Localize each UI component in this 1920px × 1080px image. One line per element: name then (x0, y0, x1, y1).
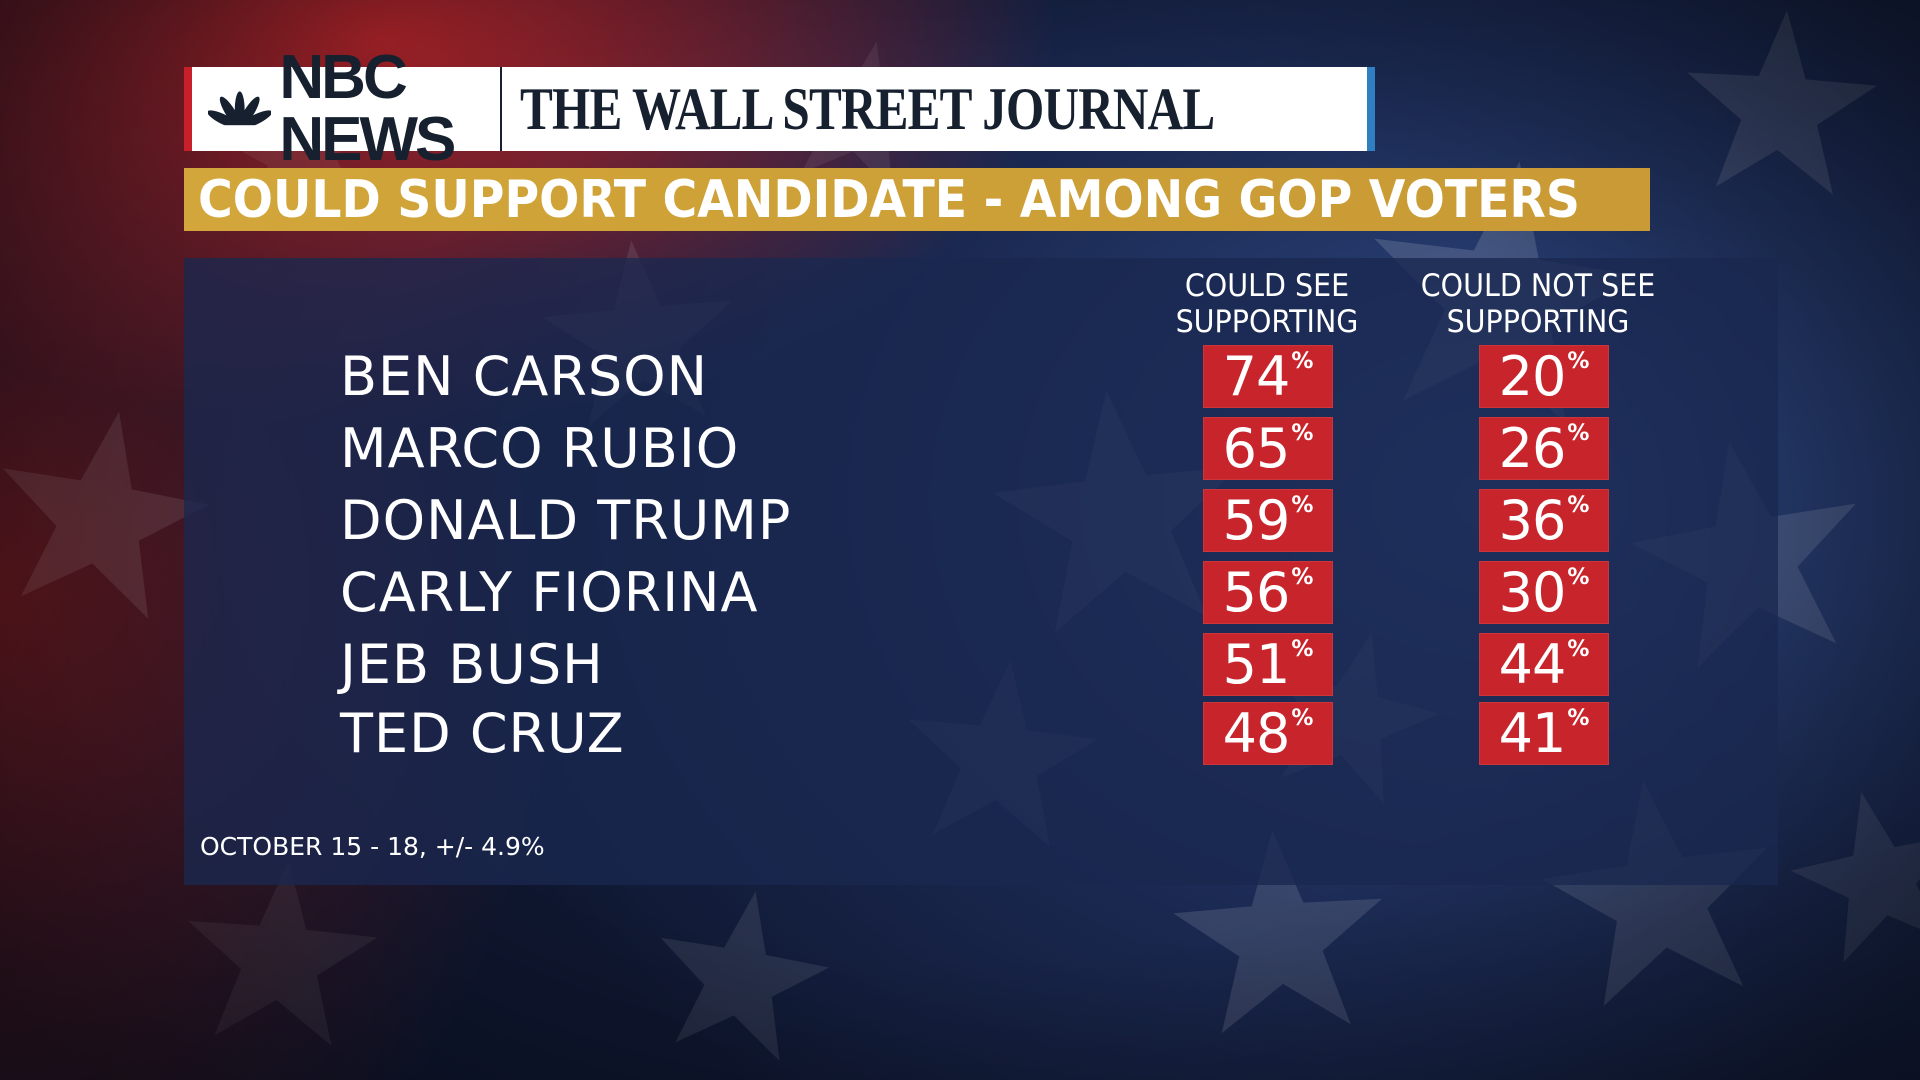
could-see-value-cell: 59% (1203, 489, 1333, 552)
value-number: 65 (1222, 417, 1291, 480)
logo-bar: NBC NEWS THE WALL STREET JOURNAL (184, 47, 1375, 171)
percent-sign: % (1291, 565, 1314, 590)
percent-sign: % (1567, 421, 1590, 446)
could-see-value-cell: 51% (1203, 633, 1333, 696)
candidate-name: TED CRUZ (340, 702, 625, 765)
peacock-icon (208, 91, 272, 130)
logo-divider (500, 67, 503, 151)
percent-sign: % (1291, 421, 1314, 446)
value-number: 48 (1222, 702, 1291, 765)
percent-sign: % (1291, 493, 1314, 518)
could-see-value-cell: 65% (1203, 417, 1333, 480)
value-number: 56 (1222, 561, 1291, 624)
percent-sign: % (1291, 349, 1314, 374)
could-not-see-value-cell: 44% (1479, 633, 1609, 696)
candidate-name: BEN CARSON (340, 345, 709, 408)
chart-title: COULD SUPPORT CANDIDATE - AMONG GOP VOTE… (198, 170, 1580, 230)
percent-sign: % (1567, 349, 1590, 374)
value-number: 36 (1498, 489, 1567, 552)
value-number: 41 (1498, 702, 1567, 765)
candidate-name: DONALD TRUMP (340, 489, 792, 552)
value-number: 30 (1498, 561, 1567, 624)
value-number: 44 (1498, 633, 1567, 696)
candidate-name: CARLY FIORINA (340, 561, 759, 624)
candidate-name: JEB BUSH (340, 633, 604, 696)
percent-sign: % (1567, 637, 1590, 662)
title-bar: COULD SUPPORT CANDIDATE - AMONG GOP VOTE… (184, 168, 1650, 231)
candidate-name: MARCO RUBIO (340, 417, 740, 480)
percent-sign: % (1291, 706, 1314, 731)
could-see-value-cell: 74% (1203, 345, 1333, 408)
could-not-see-value-cell: 30% (1479, 561, 1609, 624)
could-not-see-value-cell: 20% (1479, 345, 1609, 408)
could-not-see-value-cell: 26% (1479, 417, 1609, 480)
value-number: 74 (1222, 345, 1291, 408)
percent-sign: % (1567, 565, 1590, 590)
value-number: 51 (1222, 633, 1291, 696)
column-header-could-see: COULD SEE SUPPORTING (1175, 268, 1359, 340)
wsj-wordmark: THE WALL STREET JOURNAL (520, 76, 1215, 142)
nbc-news-logo: NBC NEWS (192, 47, 500, 171)
poll-footnote: OCTOBER 15 - 18, +/- 4.9% (200, 832, 545, 861)
could-not-see-value-cell: 41% (1479, 702, 1609, 765)
value-number: 59 (1222, 489, 1291, 552)
could-see-value-cell: 48% (1203, 702, 1333, 765)
percent-sign: % (1567, 493, 1590, 518)
nbc-news-wordmark: NBC NEWS (279, 43, 456, 174)
percent-sign: % (1567, 706, 1590, 731)
value-number: 26 (1498, 417, 1567, 480)
value-number: 20 (1498, 345, 1567, 408)
column-header-could-not-see: COULD NOT SEE SUPPORTING (1420, 268, 1656, 340)
could-not-see-value-cell: 36% (1479, 489, 1609, 552)
could-see-value-cell: 56% (1203, 561, 1333, 624)
percent-sign: % (1291, 637, 1314, 662)
